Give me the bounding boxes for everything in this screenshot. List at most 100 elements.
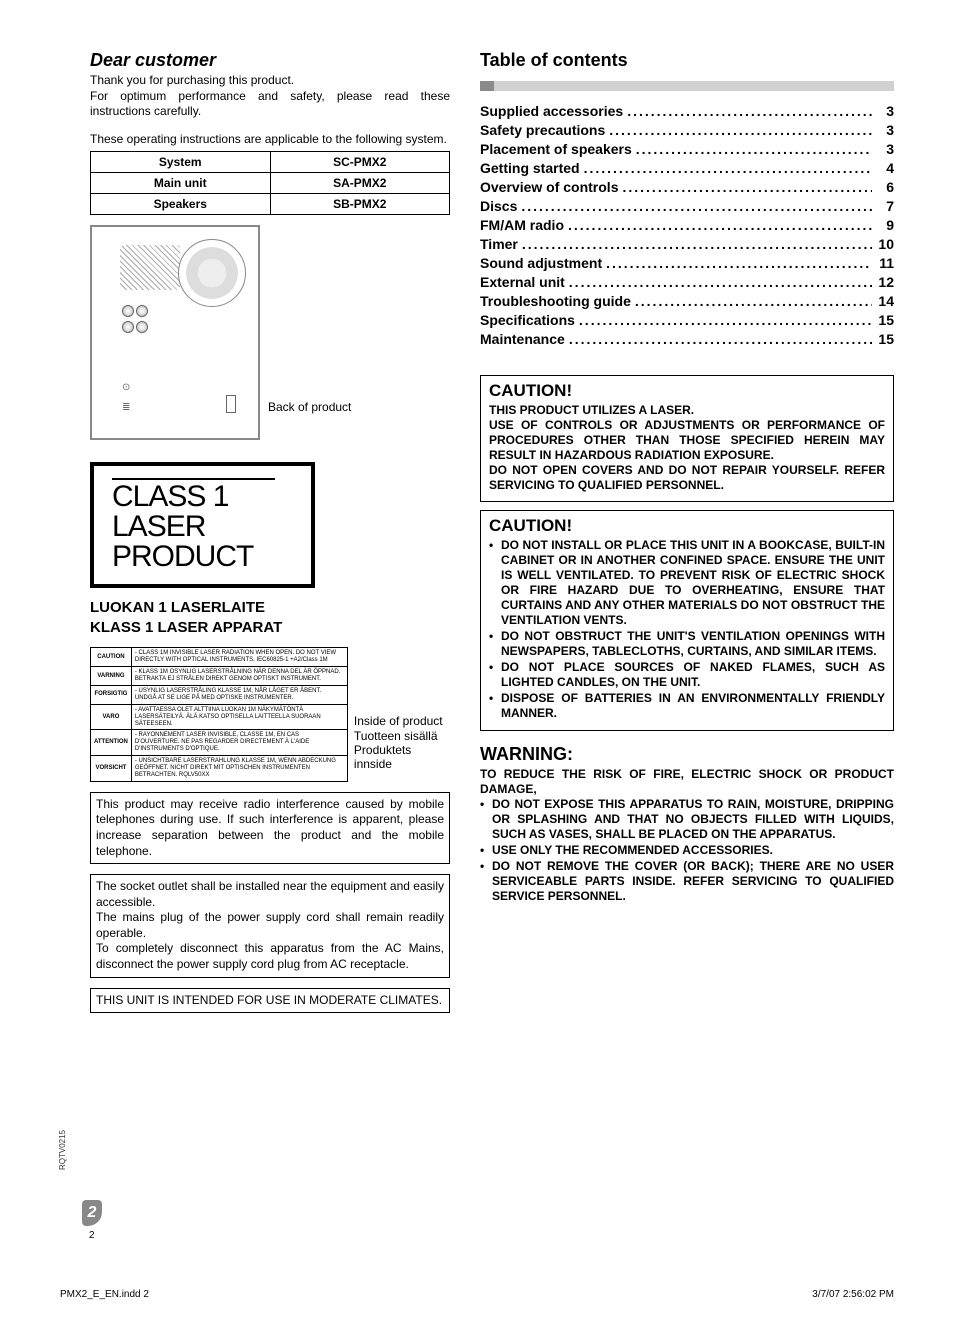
system-table: SystemSC-PMX2Main unitSA-PMX2SpeakersSB-… [90, 151, 450, 215]
multilang-warning-body: CAUTION- CLASS 1M INVISIBLE LASER RADIAT… [91, 648, 348, 781]
toc-item: Troubleshooting guide...................… [480, 293, 894, 309]
warning-lang: FORSIGTIG [91, 685, 132, 704]
warning-row: VARNING- KLASS 1M OSYNLIG LASERSTRÅLNING… [91, 667, 348, 686]
toc-item-label: Supplied accessories [480, 103, 623, 119]
toc-item: Sound adjustment........................… [480, 255, 894, 271]
multilang-warning-table: CAUTION- CLASS 1M INVISIBLE LASER RADIAT… [90, 647, 348, 781]
toc-item-label: Sound adjustment [480, 255, 602, 271]
toc-item-label: Specifications [480, 312, 575, 328]
dear-customer-heading: Dear customer [90, 50, 450, 71]
intro-block: Dear customer Thank you for purchasing t… [90, 50, 450, 147]
warning-item: DO NOT EXPOSE THIS APPARATUS TO RAIN, MO… [480, 797, 894, 842]
toc-dots: ........................................… [580, 160, 872, 176]
notice-socket: The socket outlet shall be installed nea… [90, 874, 450, 978]
toc-item: FM/AM radio.............................… [480, 217, 894, 233]
system-table-body: SystemSC-PMX2Main unitSA-PMX2SpeakersSB-… [91, 152, 450, 215]
laser-sub-line1: LUOKAN 1 LASERLAITE [90, 598, 450, 618]
system-table-value: SC-PMX2 [270, 152, 449, 173]
laser-sub-block: LUOKAN 1 LASERLAITE KLASS 1 LASER APPARA… [90, 598, 450, 637]
warning-lang: ATTENTION [91, 730, 132, 756]
toc-item: Getting started.........................… [480, 160, 894, 176]
toc-item-page: 3 [872, 141, 894, 157]
detail-rect-icon [226, 395, 236, 413]
intro-thank-you: Thank you for purchasing this product. [90, 73, 450, 89]
toc-dots: ........................................… [602, 255, 872, 271]
notice-climate: THIS UNIT IS INTENDED FOR USE IN MODERAT… [90, 988, 450, 1014]
toc-item-page: 3 [872, 122, 894, 138]
toc-item-label: Discs [480, 198, 517, 214]
connector-row-2 [122, 321, 150, 336]
toc-title: Table of contents [480, 50, 894, 71]
toc-item-page: 12 [872, 274, 894, 290]
inside-label-3: Produktets innside [354, 743, 450, 772]
notice-interference: This product may receive radio interfere… [90, 792, 450, 864]
toc-item-page: 9 [872, 217, 894, 233]
back-of-product-label: Back of product [268, 400, 351, 414]
class1-line2: LASER PRODUCT [112, 512, 293, 572]
caution2-item: DO NOT PLACE SOURCES OF NAKED FLAMES, SU… [489, 660, 885, 690]
toc-item-page: 10 [872, 236, 894, 252]
intro-applicable: These operating instructions are applica… [90, 132, 450, 148]
system-table-value: SA-PMX2 [270, 173, 449, 194]
toc-dots: ........................................… [575, 312, 872, 328]
toc-item-label: Placement of speakers [480, 141, 632, 157]
caution2-item: DO NOT INSTALL OR PLACE THIS UNIT IN A B… [489, 538, 885, 628]
caution2-list: DO NOT INSTALL OR PLACE THIS UNIT IN A B… [489, 538, 885, 721]
warning-title: WARNING: [480, 744, 894, 765]
system-table-row: SpeakersSB-PMX2 [91, 194, 450, 215]
caution2-item: DO NOT OBSTRUCT THE UNIT'S VENTILATION O… [489, 629, 885, 659]
toc-item-label: Getting started [480, 160, 580, 176]
toc-dots: ........................................… [565, 331, 872, 347]
footer-timestamp: 3/7/07 2:56:02 PM [812, 1289, 894, 1300]
warning-lead: TO REDUCE THE RISK OF FIRE, ELECTRIC SHO… [480, 767, 894, 797]
toc-item-label: External unit [480, 274, 565, 290]
toc-item: Maintenance.............................… [480, 331, 894, 347]
toc-item-label: FM/AM radio [480, 217, 564, 233]
product-back-row: ⊙ ≣ Back of product [90, 225, 450, 440]
system-table-label: Main unit [91, 173, 271, 194]
footer-file-name: PMX2_E_EN.indd 2 [60, 1289, 149, 1300]
warning-row: ATTENTION- RAYONNEMENT LASER INVISIBLE, … [91, 730, 348, 756]
system-table-label: System [91, 152, 271, 173]
toc-dots: ........................................… [517, 198, 872, 214]
toc-dots: ........................................… [565, 274, 872, 290]
toc-item-page: 11 [872, 255, 894, 271]
toc-item: Discs...................................… [480, 198, 894, 214]
system-table-value: SB-PMX2 [270, 194, 449, 215]
toc-list: Supplied accessories....................… [480, 103, 894, 347]
system-table-row: SystemSC-PMX2 [91, 152, 450, 173]
toc-item-label: Maintenance [480, 331, 565, 347]
page-number-badge: 2 [82, 1200, 102, 1226]
toc-item-page: 15 [872, 312, 894, 328]
multilang-warning-row: CAUTION- CLASS 1M INVISIBLE LASER RADIAT… [90, 637, 450, 781]
class1-line1: CLASS 1 [112, 482, 293, 512]
toc-item-label: Troubleshooting guide [480, 293, 631, 309]
toc-dots: ........................................… [564, 217, 872, 233]
warning-lang: CAUTION [91, 648, 132, 667]
toc-item-label: Overview of controls [480, 179, 618, 195]
warning-item: USE ONLY THE RECOMMENDED ACCESSORIES. [480, 843, 894, 858]
caution2-item: DISPOSE OF BATTERIES IN AN ENVIRONMENTAL… [489, 691, 885, 721]
left-column: Dear customer Thank you for purchasing t… [90, 50, 450, 1013]
warning-lang: VORSICHT [91, 756, 132, 782]
warning-block: WARNING: TO REDUCE THE RISK OF FIRE, ELE… [480, 739, 894, 913]
warning-item: DO NOT REMOVE THE COVER (OR BACK); THERE… [480, 859, 894, 904]
toc-item: Safety precautions......................… [480, 122, 894, 138]
warning-list: DO NOT EXPOSE THIS APPARATUS TO RAIN, MO… [480, 797, 894, 904]
toc-item: Overview of controls....................… [480, 179, 894, 195]
product-back-diagram: ⊙ ≣ [90, 225, 260, 440]
warning-text: - USYNLIG LASERSTRÅLING KLASSE 1M, NÅR L… [131, 685, 347, 704]
jack-icon: ⊙ [122, 382, 130, 393]
inside-label-2: Tuotteen sisällä [354, 729, 450, 743]
toc-item-label: Safety precautions [480, 122, 605, 138]
warning-row: FORSIGTIG- USYNLIG LASERSTRÅLING KLASSE … [91, 685, 348, 704]
warning-row: VORSICHT- UNSICHTBARE LASERSTRAHLUNG KLA… [91, 756, 348, 782]
toc-rule-icon [480, 81, 894, 91]
toc-dots: ........................................… [623, 103, 872, 119]
toc-item-page: 6 [872, 179, 894, 195]
toc-item-page: 15 [872, 331, 894, 347]
warning-text: - UNSICHTBARE LASERSTRAHLUNG KLASSE 1M, … [131, 756, 347, 782]
toc-item: Specifications..........................… [480, 312, 894, 328]
toc-item: Placement of speakers...................… [480, 141, 894, 157]
system-table-label: Speakers [91, 194, 271, 215]
